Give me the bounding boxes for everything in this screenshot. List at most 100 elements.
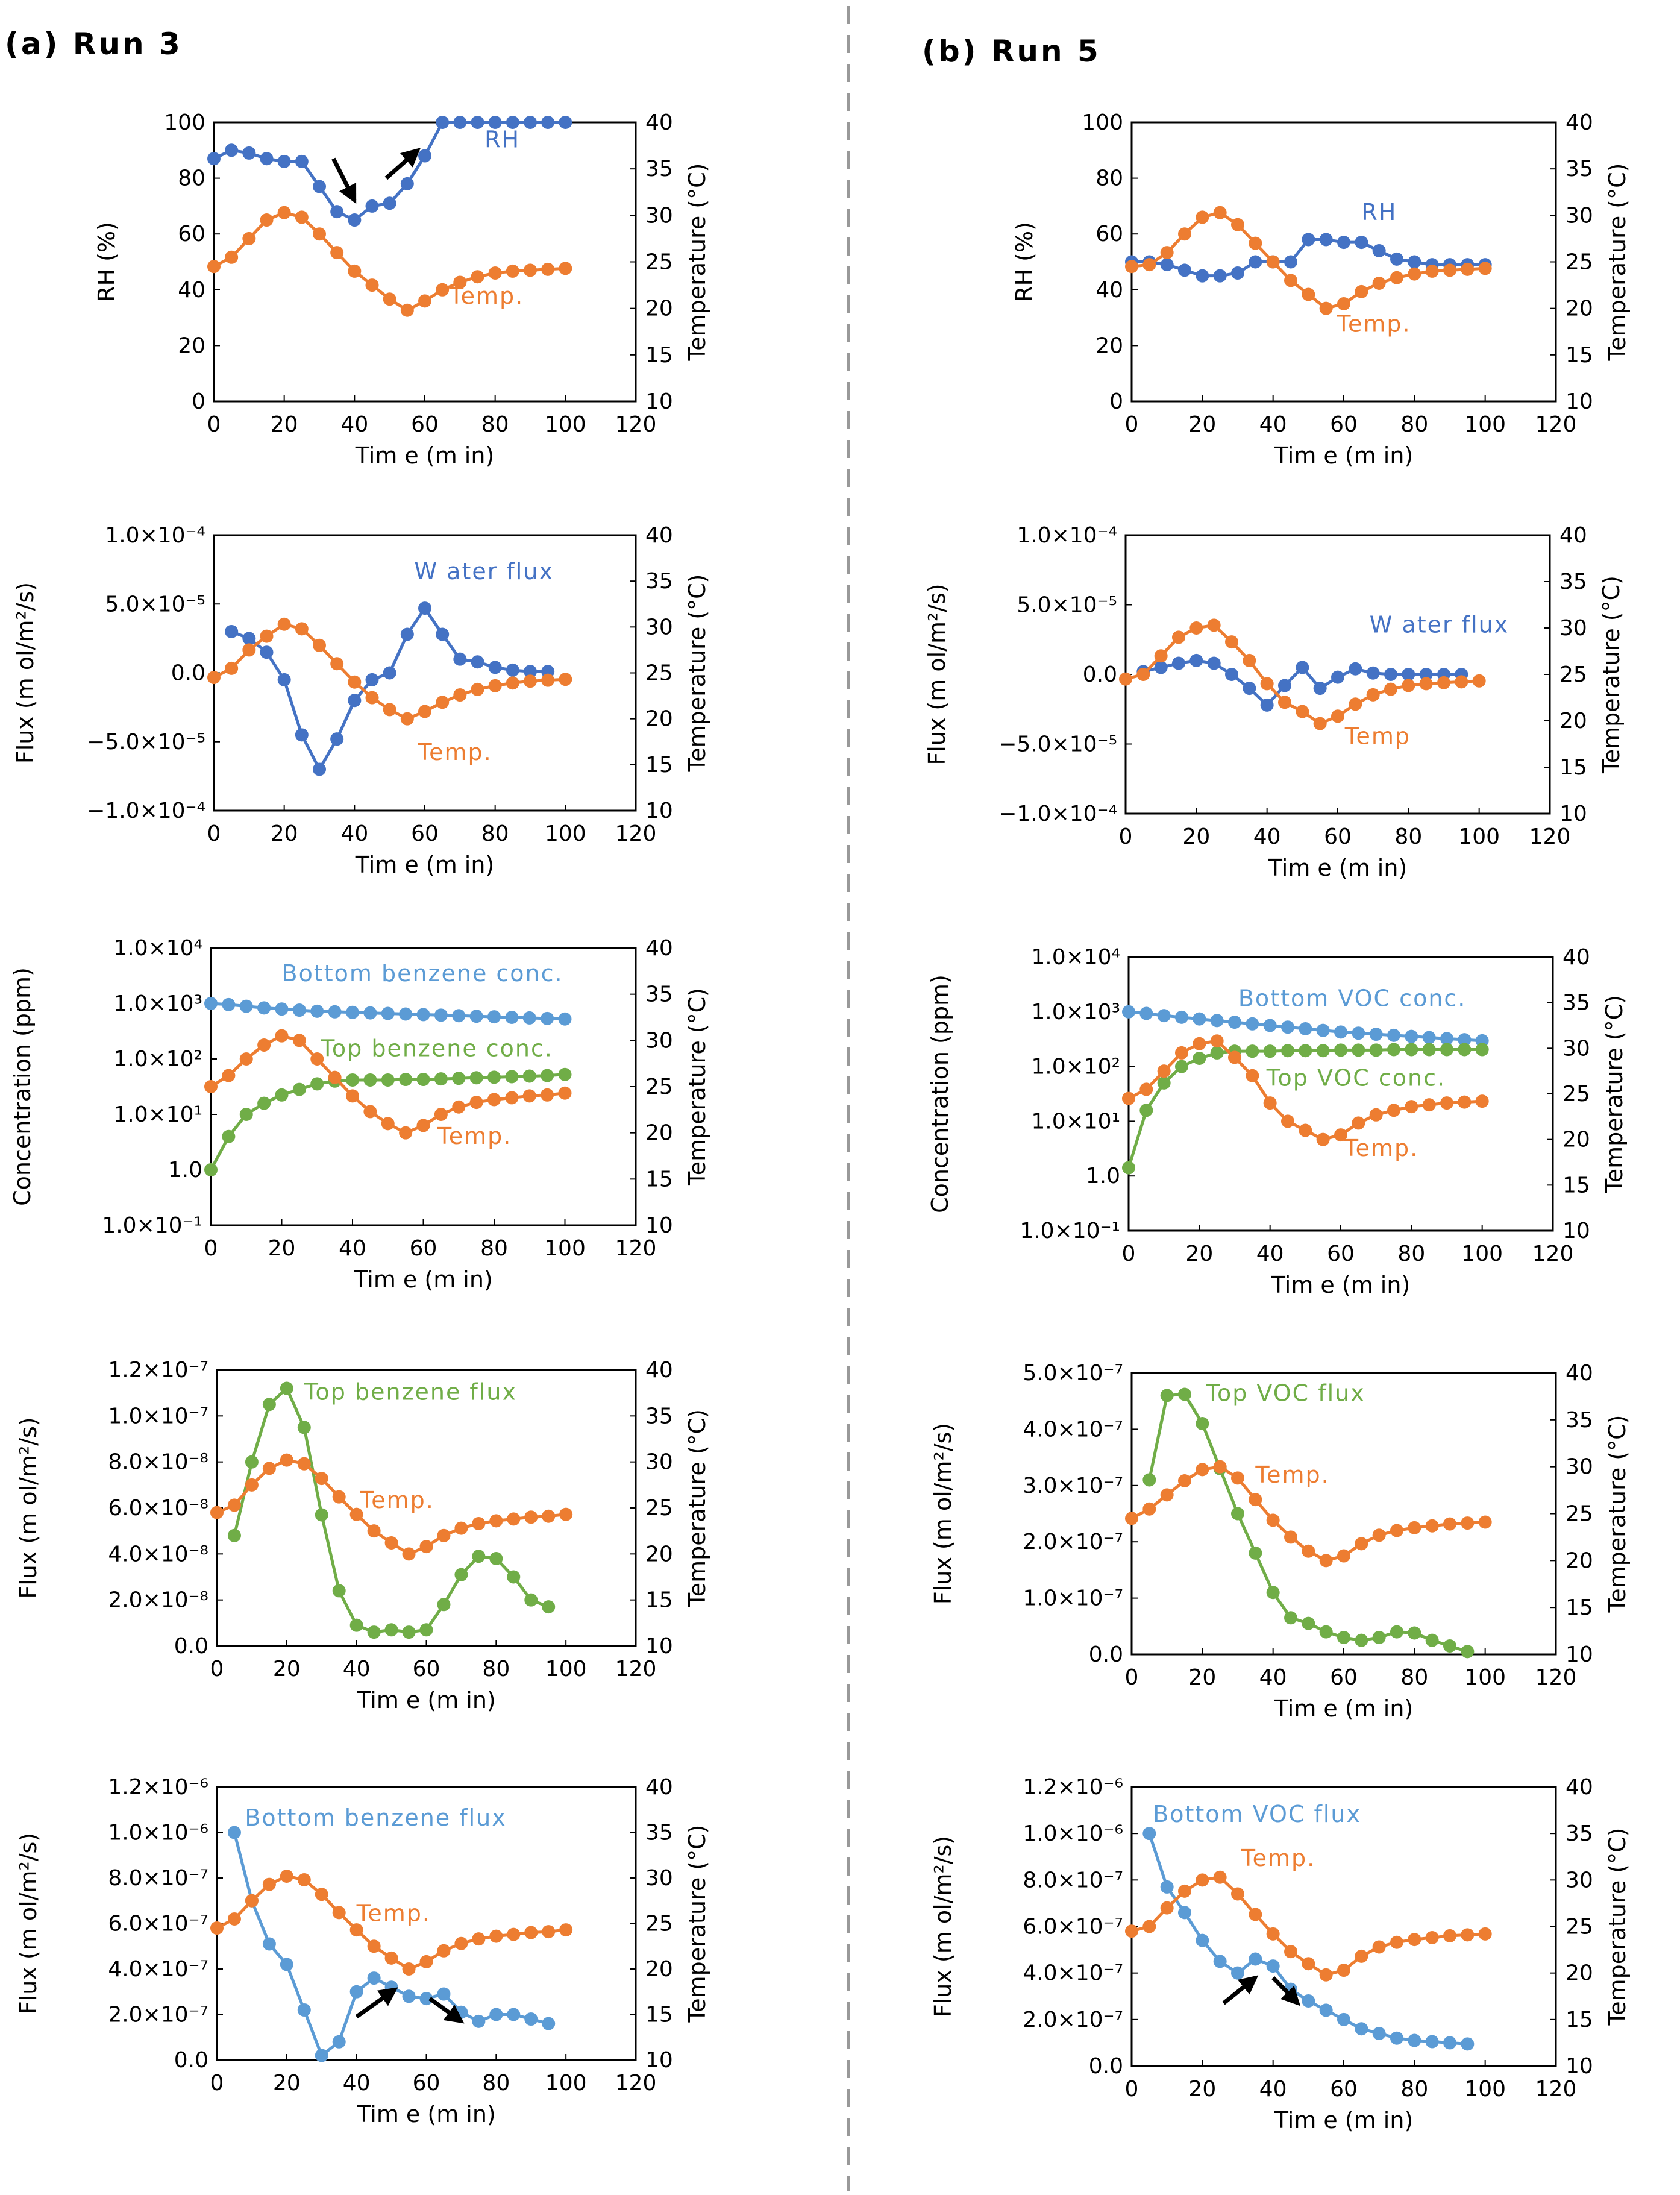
y-tick-label: 2.0×10⁻⁷ — [108, 2003, 208, 2027]
y2-tick-label: 20 — [645, 1957, 673, 1982]
y-tick-label: 8.0×10⁻⁷ — [108, 1866, 208, 1891]
data-point — [257, 1038, 271, 1052]
x-tick-label: 60 — [410, 1236, 437, 1261]
data-point — [1461, 1516, 1475, 1530]
x-tick-label: 60 — [1330, 412, 1358, 437]
data-point — [1334, 1128, 1347, 1142]
data-point — [419, 1992, 433, 2006]
x-tick-label: 100 — [1458, 824, 1500, 849]
y2-tick-label: 40 — [645, 936, 673, 961]
x-tick-label: 60 — [413, 1657, 440, 1682]
panel-title-a: (a) Run 3 — [5, 27, 183, 61]
data-point — [275, 1002, 289, 1016]
data-point — [346, 1005, 359, 1019]
data-point — [1390, 2031, 1403, 2045]
y-tick-label: 80 — [178, 166, 205, 191]
y-tick-label: 1.0×10⁻⁷ — [108, 1404, 208, 1428]
data-point — [1302, 1616, 1315, 1630]
data-point — [454, 1936, 468, 1950]
data-point — [207, 671, 221, 685]
data-point — [1316, 1132, 1330, 1146]
x-tick-label: 120 — [615, 2071, 657, 2096]
data-point — [1408, 1933, 1421, 1947]
y-tick-label: 1.0×10¹ — [113, 1102, 202, 1127]
data-point — [1437, 676, 1450, 689]
data-point — [1193, 1037, 1206, 1050]
data-point — [487, 1070, 501, 1084]
y-tick-label: 3.0×10⁻⁷ — [1023, 1474, 1123, 1498]
data-point — [1461, 262, 1475, 276]
y2-tick-label: 30 — [645, 1866, 673, 1891]
y-axis-label: Flux (m ol/m²/s) — [924, 583, 950, 765]
data-point — [1249, 1908, 1262, 1921]
data-point — [1225, 635, 1238, 649]
data-point — [418, 601, 431, 615]
y-axis-label: Concentration (ppm) — [9, 967, 36, 1206]
series-rh — [1125, 233, 1492, 283]
data-point — [469, 1096, 483, 1110]
series-temp- — [1122, 1034, 1489, 1146]
data-point — [1369, 1108, 1383, 1122]
x-tick-label: 40 — [1256, 1242, 1284, 1266]
y2-tick-label: 30 — [1562, 1036, 1590, 1061]
y2-tick-label: 30 — [645, 1450, 673, 1475]
data-point — [332, 2035, 346, 2049]
y2-tick-label: 20 — [645, 1542, 673, 1566]
y2-tick-label: 30 — [1566, 203, 1593, 228]
data-point — [1142, 1827, 1156, 1841]
data-point — [1231, 1471, 1244, 1485]
data-point — [1334, 1043, 1347, 1057]
y-tick-label: 0 — [192, 389, 205, 414]
series-rh — [207, 116, 572, 227]
data-point — [313, 762, 326, 776]
data-point — [1231, 218, 1244, 231]
data-point — [346, 1089, 359, 1103]
data-point — [242, 643, 256, 657]
data-point — [507, 1570, 521, 1584]
y-tick-label: 1.0 — [1086, 1164, 1120, 1189]
data-point — [402, 1989, 416, 2003]
series-top-benzene-flux — [227, 1381, 556, 1639]
data-point — [204, 1080, 218, 1093]
data-point — [1160, 1389, 1174, 1402]
data-point — [1281, 1114, 1294, 1128]
y2-tick-label: 15 — [1562, 1173, 1590, 1198]
data-point — [381, 1117, 395, 1131]
data-point — [487, 1010, 501, 1024]
data-point — [297, 1421, 311, 1434]
chart-a1: 0 20 40 60 80 100 120 0 20 40 60 80 100 10 15 20 25 30 35 4… — [93, 110, 710, 469]
x-tick-label: 20 — [271, 412, 298, 437]
data-point — [330, 732, 344, 746]
series-temp- — [207, 206, 572, 317]
data-point — [280, 1453, 293, 1467]
data-point — [277, 206, 291, 219]
data-point — [1319, 301, 1333, 315]
data-point — [1284, 274, 1297, 287]
y-tick-label: 1.0×10³ — [1031, 1000, 1120, 1025]
y2-tick-label: 40 — [1566, 110, 1593, 135]
x-axis-label: Tim e (m in) — [1274, 2107, 1414, 2134]
y2-tick-label: 30 — [1559, 616, 1587, 641]
data-point — [1408, 267, 1421, 281]
data-point — [1196, 1933, 1209, 1947]
data-point — [558, 1067, 572, 1081]
y-tick-label: 0.0 — [1083, 662, 1117, 687]
data-point — [383, 703, 396, 717]
data-point — [507, 2008, 521, 2021]
data-point — [541, 116, 555, 129]
data-point — [1122, 1161, 1135, 1175]
data-point — [1440, 1032, 1453, 1046]
data-point — [1284, 1611, 1297, 1625]
y-tick-label: 1.0×10³ — [113, 991, 202, 1016]
y2-tick-label: 10 — [1562, 1219, 1590, 1243]
x-tick-label: 40 — [1259, 1665, 1287, 1690]
y2-tick-label: 15 — [1559, 755, 1587, 780]
data-point — [1296, 661, 1309, 674]
data-point — [1178, 1884, 1191, 1898]
data-point — [207, 260, 221, 274]
data-point — [1231, 1507, 1244, 1521]
data-point — [505, 1011, 519, 1024]
y2-tick-label: 35 — [1559, 570, 1587, 594]
y-tick-label: 20 — [1095, 333, 1123, 358]
data-point — [437, 1987, 451, 2001]
